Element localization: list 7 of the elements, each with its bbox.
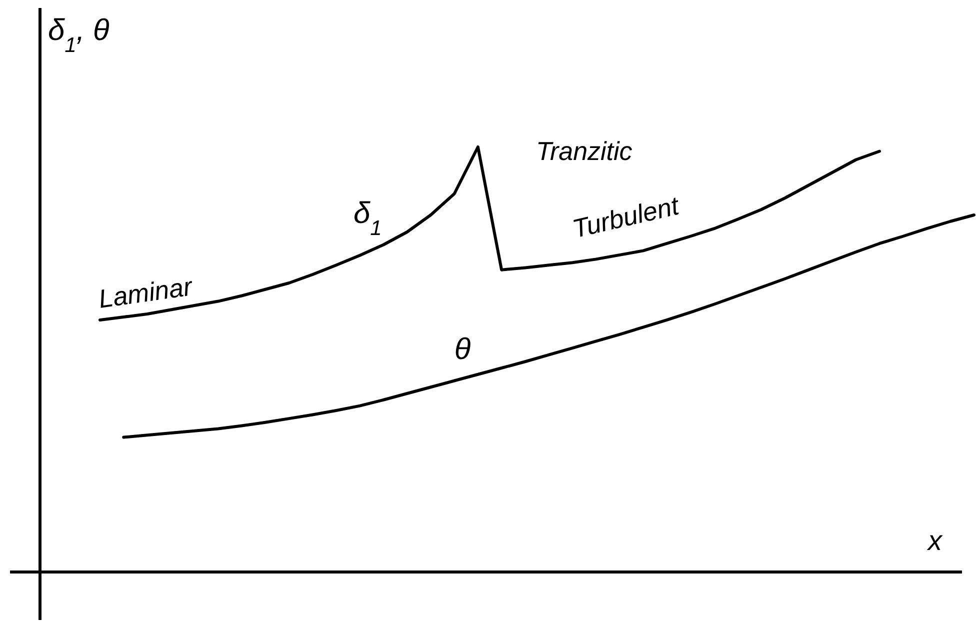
y-axis-title: δ$_{1}$, θ [48,14,110,56]
series-label: θ [454,332,472,366]
annotation: Tranzitic [536,136,632,166]
annotation: Turbulent [570,190,684,244]
x-axis-title: x [926,525,943,556]
annotation: Laminar [96,270,196,314]
series-label: δ$_{1}$ [353,196,382,240]
